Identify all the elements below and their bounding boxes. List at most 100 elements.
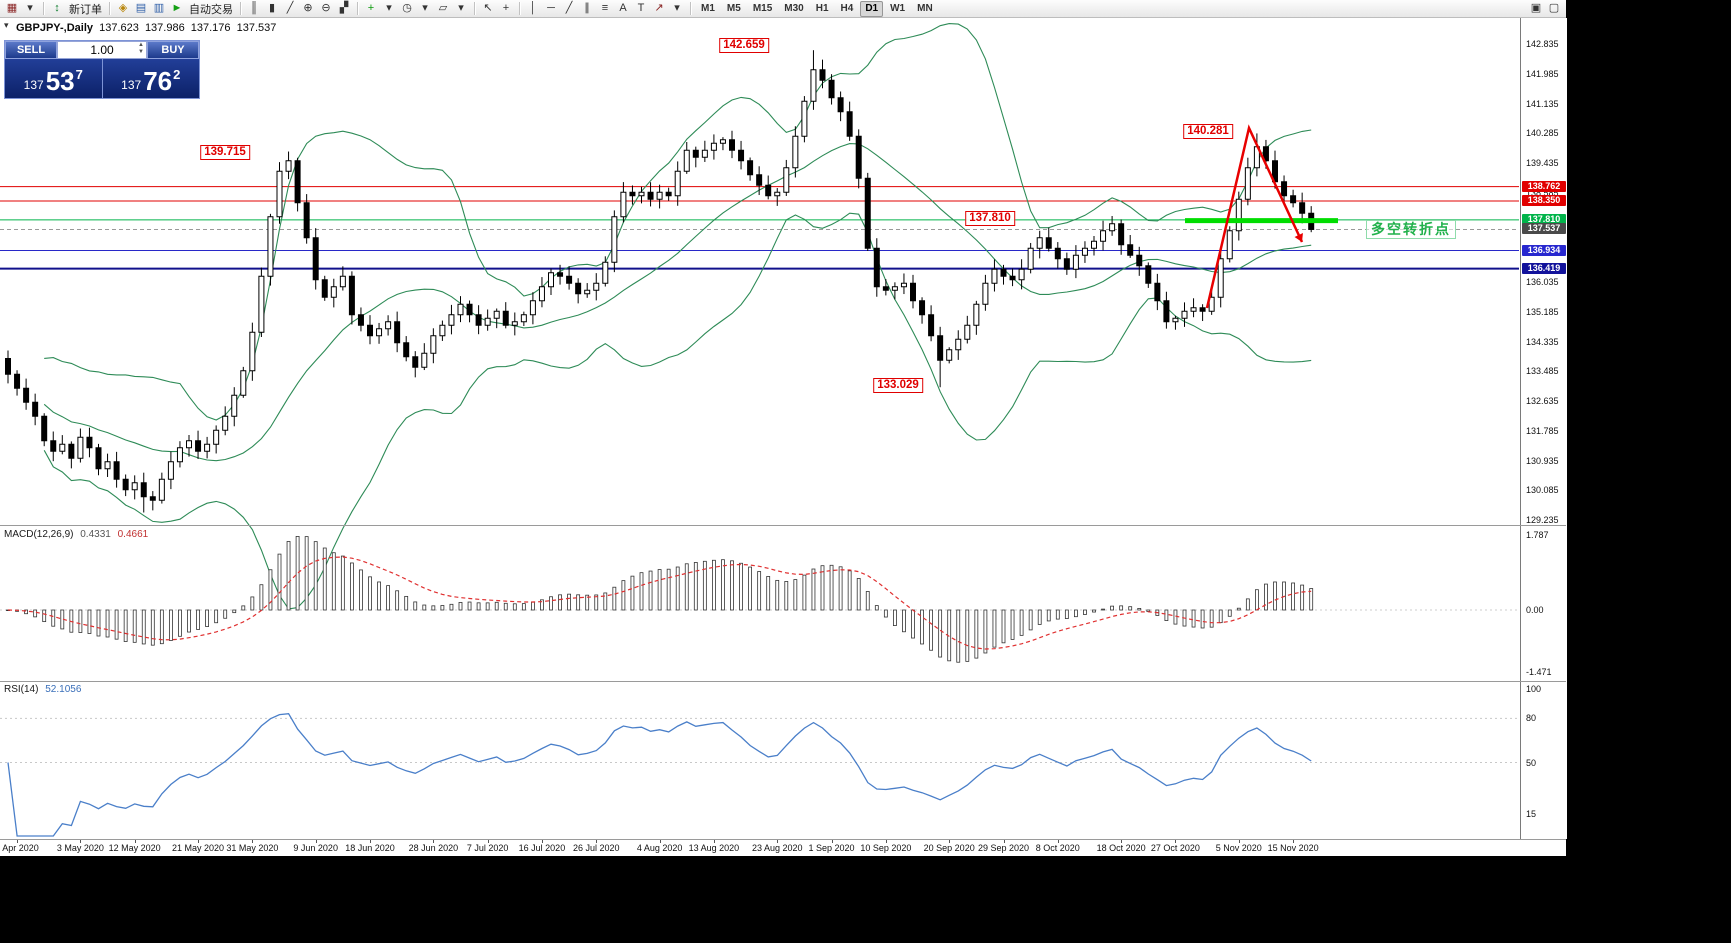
price-flag-annotation[interactable]: 139.715: [200, 145, 250, 160]
date-tick: [659, 840, 661, 843]
date-axis-label: 8 Apr 2020: [0, 843, 39, 853]
market-watch-icon[interactable]: ▤: [135, 2, 147, 14]
price-flag-annotation[interactable]: 133.029: [873, 378, 923, 393]
date-tick: [777, 840, 779, 843]
macd-rsi-separator[interactable]: [0, 681, 1566, 682]
volume-value: 1.00: [90, 43, 114, 57]
timeframe-m30-button[interactable]: M30: [784, 2, 804, 14]
date-tick: [831, 840, 833, 843]
arrows-icon[interactable]: ↗: [654, 2, 664, 14]
terminal-icon[interactable]: ▥: [153, 2, 165, 14]
bull-bear-turning-point-note[interactable]: 多空转折点: [1366, 220, 1456, 239]
new-chart-caret-icon[interactable]: ▾: [27, 2, 33, 14]
date-axis-label: 5 Nov 2020: [1215, 843, 1262, 853]
timeframe-mn-button[interactable]: MN: [917, 2, 933, 14]
date-axis-label: 29 Sep 2020: [977, 843, 1030, 853]
autotrading-icon[interactable]: ►: [171, 2, 183, 14]
indicators-icon[interactable]: +: [367, 2, 375, 14]
date-axis-label: 27 Oct 2020: [1150, 843, 1200, 853]
date-tick: [713, 840, 715, 843]
ohlc-bars-icon[interactable]: ║: [250, 2, 258, 14]
date-axis-label: 21 May 2020: [172, 843, 225, 853]
date-axis-label: 10 Sep 2020: [860, 843, 912, 853]
date-tick: [487, 840, 489, 843]
date-tick: [596, 840, 598, 843]
autotrading-button[interactable]: 自动交易: [189, 3, 233, 16]
line-chart-icon[interactable]: ╱: [286, 2, 294, 14]
date-axis-label: 15 Nov 2020: [1267, 843, 1319, 853]
buy-price-display[interactable]: 137 76 2: [103, 59, 200, 98]
zoom-in-icon[interactable]: ⊕: [303, 2, 313, 14]
rsi-axis-label: 100: [1526, 684, 1542, 694]
one-click-collapse-icon[interactable]: ▾: [4, 20, 9, 30]
price-axis[interactable]: 142.835 141.985 141.135 140.285 139.435 138.5…: [1520, 18, 1567, 839]
volume-spinner[interactable]: ▲ ▼: [138, 42, 144, 56]
text-icon[interactable]: A: [619, 2, 627, 14]
vertical-line-icon[interactable]: │: [529, 2, 537, 14]
new-order-button[interactable]: 新订单: [69, 3, 102, 16]
volume-down-icon[interactable]: ▼: [138, 49, 144, 55]
timeframe-w1-button[interactable]: W1: [890, 2, 906, 14]
periods-caret-icon[interactable]: ▾: [422, 2, 428, 14]
timeframe-d1-button[interactable]: D1: [860, 0, 884, 17]
channel-icon[interactable]: ∥: [584, 2, 590, 14]
date-tick: [17, 840, 19, 843]
zoom-out-icon[interactable]: ⊖: [321, 2, 331, 14]
toolbar-separator: [240, 2, 241, 15]
chart-canvas[interactable]: [0, 18, 1520, 839]
fibonacci-icon[interactable]: ≡: [601, 2, 609, 14]
timeframe-m15-button[interactable]: M15: [752, 2, 773, 14]
candlestick-chart-icon[interactable]: ▮: [268, 2, 276, 14]
date-axis[interactable]: 8 Apr 2020 3 May 2020 12 May 2020 21 May 20…: [0, 839, 1566, 856]
date-axis-label: 7 Jul 2020: [466, 843, 509, 853]
buy-price-sup: 2: [173, 67, 181, 82]
chart-window: ▾ GBPJPY-,Daily 137.623 137.986 137.176 …: [0, 18, 1567, 856]
rsi-axis-label: 50: [1526, 757, 1537, 768]
date-axis-label: 1 Sep 2020: [808, 843, 855, 853]
date-axis-label: 18 Jun 2020: [345, 843, 395, 853]
crosshair-icon[interactable]: +: [502, 2, 510, 14]
sell-price-big: 53: [45, 66, 75, 96]
sell-button[interactable]: SELL: [5, 41, 57, 59]
volume-up-icon[interactable]: ▲: [138, 42, 144, 48]
price-flag-annotation[interactable]: 137.810: [965, 211, 1015, 226]
toolbar-separator: [109, 2, 110, 15]
indicators-caret-icon[interactable]: ▾: [386, 2, 392, 14]
periods-icon[interactable]: ◷: [402, 2, 412, 14]
date-axis-label: 28 Jun 2020: [408, 843, 459, 853]
new-chart-icon[interactable]: ▦: [6, 2, 18, 14]
chart-macd-separator[interactable]: [0, 525, 1566, 526]
data-window-icon[interactable]: ▣: [1530, 2, 1542, 14]
tile-windows-icon[interactable]: ▞: [339, 2, 349, 14]
date-tick: [1238, 840, 1240, 843]
price-axis-label: 134.335: [1526, 336, 1559, 347]
trendline-icon[interactable]: ╱: [565, 2, 573, 14]
timeframe-m5-button[interactable]: M5: [726, 2, 741, 14]
templates-caret-icon[interactable]: ▾: [458, 2, 464, 14]
metaeditor-icon[interactable]: ◈: [118, 2, 128, 14]
price-flag-annotation[interactable]: 140.281: [1183, 124, 1233, 139]
volume-input[interactable]: 1.00 ▲ ▼: [57, 41, 147, 59]
new-order-icon[interactable]: ↕: [54, 2, 60, 14]
templates-icon[interactable]: ▱: [438, 2, 448, 14]
date-axis-label: 31 May 2020: [226, 843, 279, 853]
date-tick: [134, 840, 136, 843]
price-axis-label: 130.085: [1526, 485, 1559, 496]
horizontal-line-icon[interactable]: ─: [547, 2, 555, 14]
timeframe-m1-button[interactable]: M1: [701, 2, 715, 14]
date-axis-label: 26 Jul 2020: [572, 843, 620, 853]
mt4-window: ▦ ▾ ↕ 新订单 ◈ ▤ ▥ ► 自动交易 ║ ▮ ╱ ⊕ ⊖ ▞ + ▾ ◷ ▾ ▱ ▾ ↖ + │ ─ ╱ ∥ ≡ A T ↗ ▾ M1 M…: [0, 0, 1567, 856]
arrows-caret-icon[interactable]: ▾: [674, 2, 680, 14]
timeframe-h4-button[interactable]: H4: [840, 2, 854, 14]
price-flag-annotation[interactable]: 142.659: [719, 38, 769, 53]
toolbar-separator: [519, 2, 520, 15]
timeframe-h1-button[interactable]: H1: [815, 2, 829, 14]
price-tag: 137.810: [1522, 213, 1566, 225]
buy-price-big: 76: [143, 66, 173, 96]
buy-button[interactable]: BUY: [147, 41, 199, 59]
date-tick: [315, 840, 317, 843]
sell-price-display[interactable]: 137 53 7: [5, 59, 103, 98]
text-label-icon[interactable]: T: [637, 2, 645, 14]
strategy-tester-icon[interactable]: ▢: [1548, 2, 1560, 14]
cursor-icon[interactable]: ↖: [483, 2, 493, 14]
